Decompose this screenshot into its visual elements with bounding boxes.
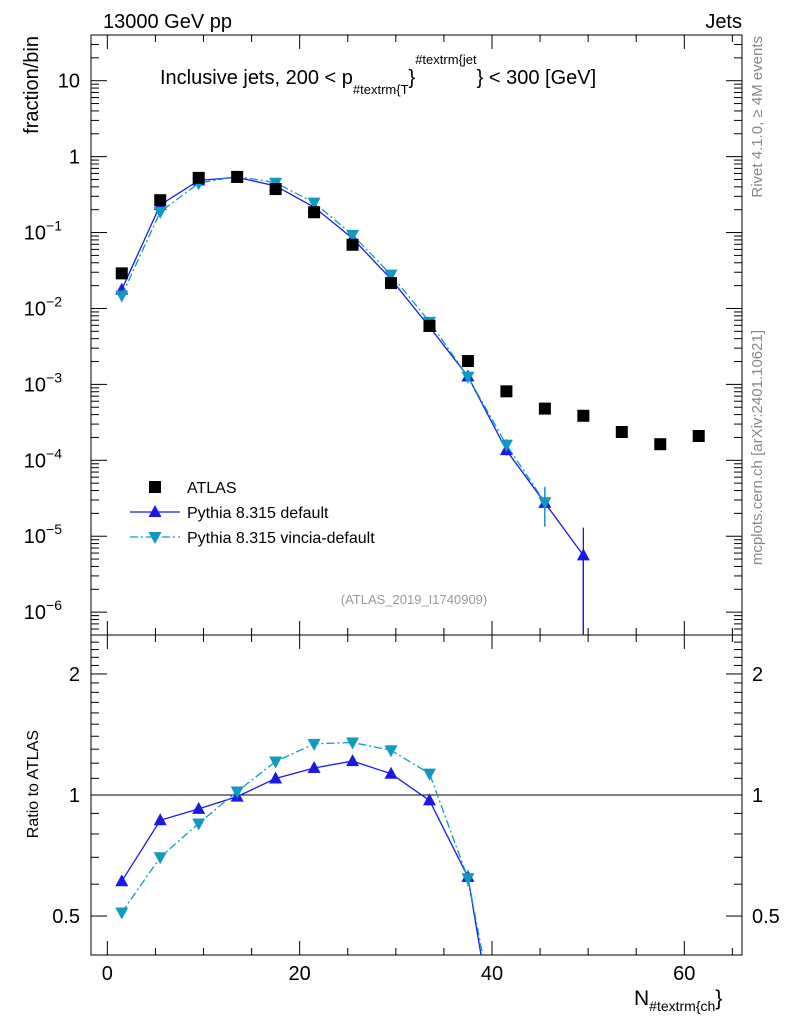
title-tail: } < 300 [GeV] xyxy=(477,67,597,89)
ratio-point-vincia xyxy=(115,907,129,920)
y-tick-label: 10−5 xyxy=(24,521,62,548)
point-atlas xyxy=(115,267,128,280)
y-tick-label: 10−1 xyxy=(24,218,62,245)
point-vincia xyxy=(384,269,398,282)
point-vincia xyxy=(115,290,129,303)
legend-marker-atlas xyxy=(149,481,161,493)
y-tick-label: 10−3 xyxy=(24,369,62,396)
x-tick-label: 0 xyxy=(102,963,113,985)
point-atlas xyxy=(231,170,244,183)
ratio-point-vincia xyxy=(269,756,283,769)
title-main: Inclusive jets, 200 < p xyxy=(160,67,353,89)
point-vincia xyxy=(346,229,360,242)
y-tick-label: 1 xyxy=(69,147,80,169)
x-axis-label: N#textrm{ch} xyxy=(634,987,722,1014)
legend-marker-default xyxy=(148,505,162,517)
point-vincia xyxy=(538,497,552,510)
rivet-label: Rivet 4.1.0, ≥ 4M events xyxy=(749,36,766,198)
ratio-y-axis-label: Ratio to ATLAS xyxy=(25,730,42,838)
legend: ATLAS Pythia 8.315 default Pythia 8.315 … xyxy=(130,480,375,547)
ratio-point-default xyxy=(422,793,436,806)
title-sup: #textrm{jet xyxy=(415,52,477,67)
ratio-point-default xyxy=(346,754,360,767)
point-atlas xyxy=(192,171,205,184)
ratio-point-default xyxy=(384,766,398,779)
ratio-point-vincia xyxy=(461,873,475,886)
point-atlas xyxy=(461,355,474,368)
ratio-tick-label-right: 2 xyxy=(752,664,763,686)
ratio-point-default xyxy=(269,771,283,784)
y-tick-label: 10−4 xyxy=(24,445,62,472)
x-tick-label: 60 xyxy=(673,963,695,985)
x-tick-label: 40 xyxy=(481,963,503,985)
ratio-point-default xyxy=(192,801,206,814)
ratio-tick-label: 1 xyxy=(69,785,80,807)
point-atlas xyxy=(308,206,321,219)
legend-marker-vincia xyxy=(148,532,162,544)
point-vincia xyxy=(499,439,513,452)
point-atlas xyxy=(615,425,628,438)
point-vincia xyxy=(461,371,475,384)
ratio-point-default xyxy=(115,874,129,887)
title-brace: } xyxy=(409,67,416,89)
y-tick-label: 10−2 xyxy=(24,293,62,320)
point-atlas xyxy=(500,385,513,398)
point-atlas xyxy=(423,319,436,332)
mcplots-label: mcplots.cern.ch [arXiv:2401.10621] xyxy=(749,330,766,565)
ratio-point-vincia xyxy=(346,737,360,750)
ratio-point-vincia xyxy=(230,786,244,799)
y-tick-label: 10−6 xyxy=(24,597,62,624)
x-tick-label: 20 xyxy=(289,963,311,985)
ratio-point-vincia xyxy=(192,818,206,831)
y-axis-label: fraction/bin xyxy=(21,36,43,134)
chart-title: Inclusive jets, 200 < p#textrm{T}#textrm… xyxy=(160,52,596,97)
x-label-main: N xyxy=(634,987,649,1010)
point-atlas xyxy=(538,402,551,415)
ratio-tick-label: 2 xyxy=(69,664,80,686)
point-atlas xyxy=(154,194,167,207)
point-atlas xyxy=(577,409,590,422)
point-atlas xyxy=(269,183,282,196)
ratio-tick-label-right: 1 xyxy=(752,785,763,807)
ratio-point-vincia xyxy=(153,852,167,865)
x-label-sub: #textrm{ch xyxy=(649,998,715,1014)
point-atlas xyxy=(692,430,705,443)
point-vincia xyxy=(307,197,321,210)
ratio-point-default xyxy=(307,760,321,773)
ratio-point-default xyxy=(153,813,167,826)
x-label-brace: } xyxy=(715,987,722,1010)
legend-label-atlas: ATLAS xyxy=(187,480,237,497)
ratio-line-default xyxy=(121,760,482,956)
point-atlas xyxy=(346,238,359,251)
ratio-point-vincia xyxy=(422,768,436,781)
title-sub: #textrm{T xyxy=(353,82,409,97)
legend-label-default: Pythia 8.315 default xyxy=(187,505,329,522)
legend-label-vincia: Pythia 8.315 vincia-default xyxy=(187,530,375,547)
header-right: Jets xyxy=(705,11,742,33)
point-vincia xyxy=(153,206,167,219)
analysis-watermark: (ATLAS_2019_I1740909) xyxy=(341,592,487,607)
ratio-point-vincia xyxy=(307,738,321,751)
point-atlas xyxy=(654,438,667,451)
header-left: 13000 GeV pp xyxy=(103,11,232,33)
point-default xyxy=(576,548,590,561)
ratio-point-vincia xyxy=(384,745,398,758)
ratio-tick-label-right: 0.5 xyxy=(752,906,780,928)
line-vincia xyxy=(121,175,546,503)
point-atlas xyxy=(385,277,398,290)
ratio-tick-label: 0.5 xyxy=(52,906,80,928)
y-tick-label: 10 xyxy=(58,71,80,93)
